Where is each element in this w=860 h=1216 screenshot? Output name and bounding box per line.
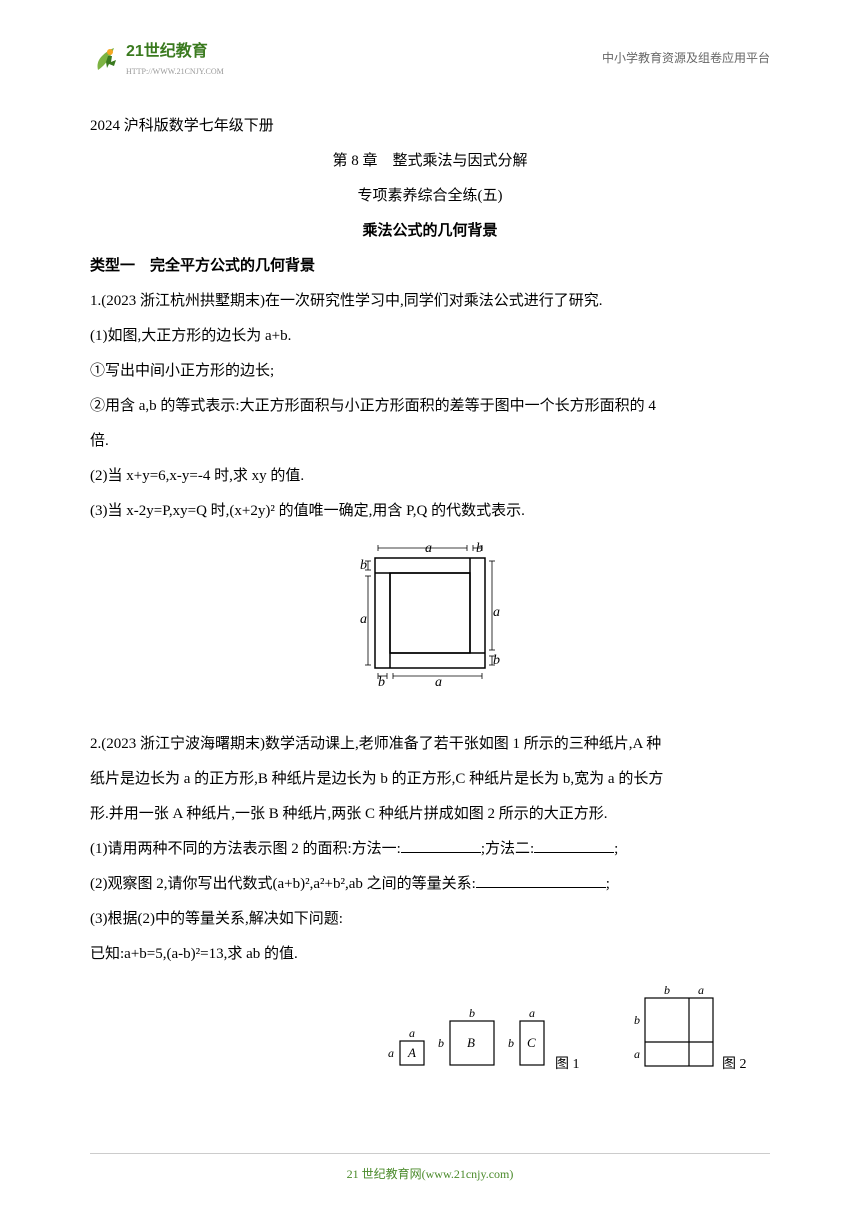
blank-2 [534, 835, 614, 853]
type1-title: 类型一 完全平方公式的几何背景 [90, 250, 770, 283]
q2-2a: (2)观察图 2,请你写出代数式(a+b)²,a²+b²,ab 之间的等量关系: [90, 876, 476, 892]
logo-text-wrap: 21世纪教育 HTTP://WWW.21CNJY.COM [126, 36, 224, 80]
svg-text:C: C [527, 1035, 536, 1050]
figure-1: a b b a a b b [90, 538, 770, 688]
svg-text:b: b [378, 675, 385, 688]
svg-text:a: a [529, 1006, 535, 1020]
figure-bottom-row: A a a B b b C a b 图 1 b a b a 图 2 [90, 986, 770, 1081]
svg-text:b: b [469, 1006, 475, 1020]
svg-text:a: a [698, 986, 704, 997]
svg-text:b: b [508, 1036, 514, 1050]
blank-1 [401, 835, 481, 853]
q1-part1-2a: ②用含 a,b 的等式表示:大正方形面积与小正方形面积的差等于图中一个长方形面积… [90, 390, 770, 423]
q1-part3: (3)当 x-2y=P,xy=Q 时,(x+2y)² 的值唯一确定,用含 P,Q… [90, 495, 770, 528]
svg-text:a: a [493, 605, 500, 620]
svg-text:b: b [664, 986, 670, 997]
subtitle: 专项素养综合全练(五) [90, 180, 770, 213]
logo: 21世纪教育 HTTP://WWW.21CNJY.COM [90, 36, 224, 80]
figure-set-1: A a a B b b C a b 图 1 [380, 1006, 600, 1081]
q1-part2: (2)当 x+y=6,x-y=-4 时,求 xy 的值. [90, 460, 770, 493]
svg-text:b: b [493, 653, 500, 668]
q2-1b: ;方法二: [481, 841, 534, 857]
svg-text:图 1: 图 1 [555, 1057, 580, 1072]
q1-part1-1: ①写出中间小正方形的边长; [90, 355, 770, 388]
q2-intro1: 2.(2023 浙江宁波海曙期末)数学活动课上,老师准备了若干张如图 1 所示的… [90, 728, 770, 761]
svg-text:a: a [388, 1046, 394, 1060]
svg-text:b: b [634, 1013, 640, 1027]
svg-text:a: a [435, 675, 442, 688]
q2-intro3: 形.并用一张 A 种纸片,一张 B 种纸片,两张 C 种纸片拼成如图 2 所示的… [90, 798, 770, 831]
q1-part1: (1)如图,大正方形的边长为 a+b. [90, 320, 770, 353]
topic-title: 乘法公式的几何背景 [90, 215, 770, 248]
svg-text:A: A [407, 1045, 416, 1060]
logo-icon [90, 42, 122, 74]
svg-text:b: b [438, 1036, 444, 1050]
logo-subtext: HTTP://WWW.21CNJY.COM [126, 64, 224, 80]
svg-text:a: a [360, 612, 367, 627]
q2-1a: (1)请用两种不同的方法表示图 2 的面积:方法一: [90, 841, 401, 857]
q1-intro: 1.(2023 浙江杭州拱墅期末)在一次研究性学习中,同学们对乘法公式进行了研究… [90, 285, 770, 318]
q2-2b: ; [606, 876, 610, 892]
document-content: 2024 沪科版数学七年级下册 第 8 章 整式乘法与因式分解 专项素养综合全练… [90, 110, 770, 1081]
page-footer: 21 世纪教育网(www.21cnjy.com) [90, 1153, 770, 1186]
q1-part1-2b: 倍. [90, 425, 770, 458]
chapter-title: 第 8 章 整式乘法与因式分解 [90, 145, 770, 178]
footer-text: 21 世纪教育网(www.21cnjy.com) [347, 1167, 514, 1181]
svg-text:B: B [467, 1035, 475, 1050]
q2-intro2: 纸片是边长为 a 的正方形,B 种纸片是边长为 b 的正方形,C 种纸片是长为 … [90, 763, 770, 796]
figure-set-2: b a b a 图 2 [630, 986, 770, 1081]
blank-3 [476, 870, 606, 888]
header-right-text: 中小学教育资源及组卷应用平台 [602, 46, 770, 70]
q2-1c: ; [614, 841, 618, 857]
q2-part1: (1)请用两种不同的方法表示图 2 的面积:方法一: ;方法二:; [90, 833, 770, 866]
q2-part3: (3)根据(2)中的等量关系,解决如下问题: [90, 903, 770, 936]
svg-text:a: a [409, 1026, 415, 1040]
page-header: 21世纪教育 HTTP://WWW.21CNJY.COM 中小学教育资源及组卷应… [90, 38, 770, 78]
svg-text:a: a [425, 541, 432, 556]
svg-text:图 2: 图 2 [722, 1057, 747, 1072]
title-line: 2024 沪科版数学七年级下册 [90, 110, 770, 143]
svg-text:a: a [634, 1047, 640, 1061]
svg-text:b: b [360, 558, 367, 573]
q2-part2: (2)观察图 2,请你写出代数式(a+b)²,a²+b²,ab 之间的等量关系:… [90, 868, 770, 901]
q2-part4: 已知:a+b=5,(a-b)²=13,求 ab 的值. [90, 938, 770, 971]
